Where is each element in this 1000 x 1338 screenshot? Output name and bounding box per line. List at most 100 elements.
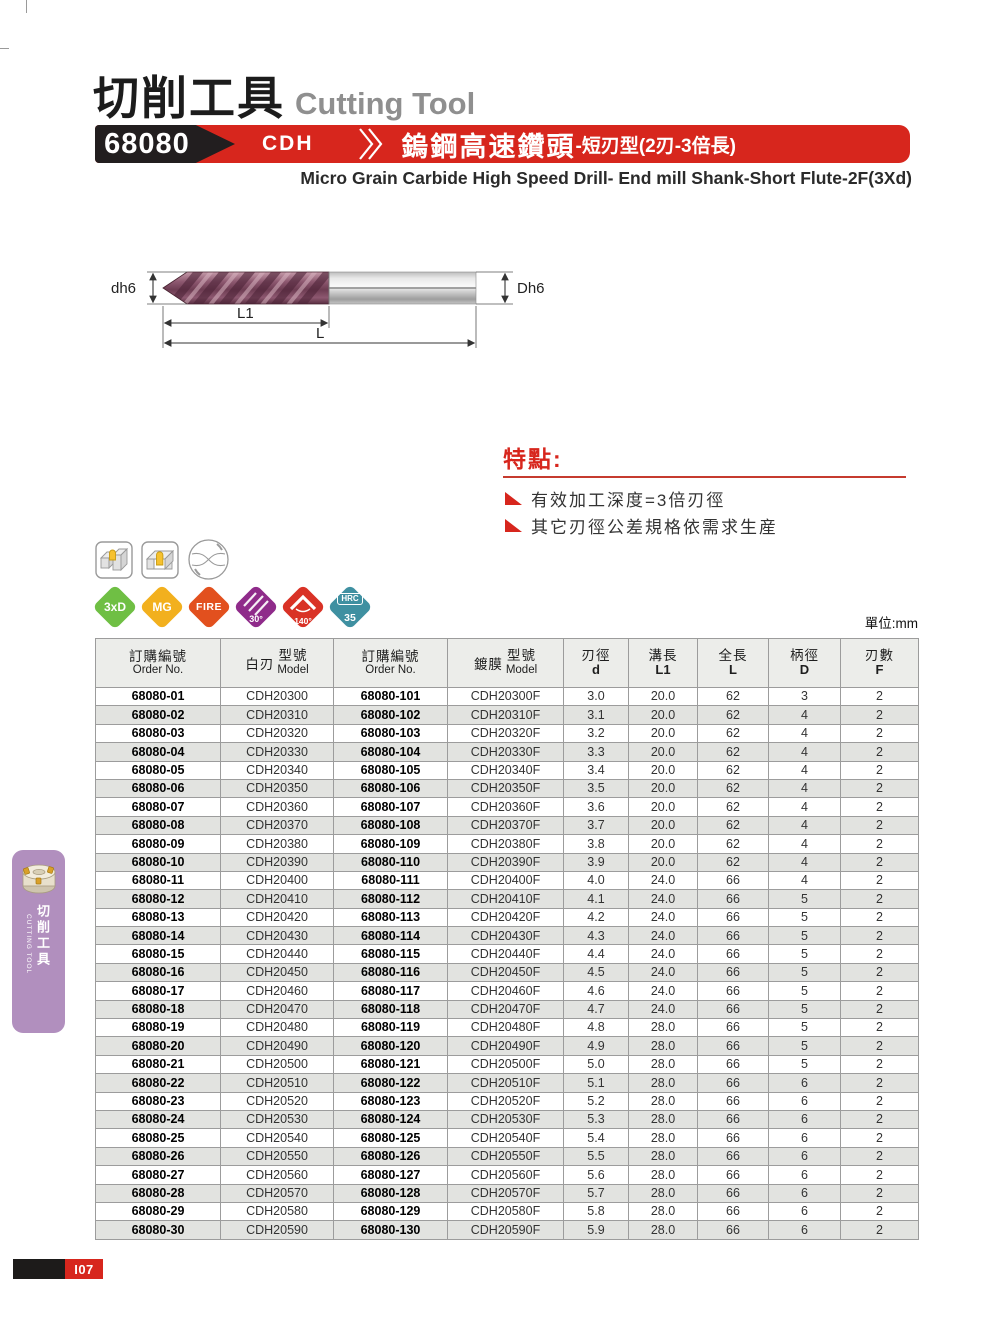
cell-order-no-coated: 68080-112 — [333, 889, 448, 909]
cell-l1: 24.0 — [628, 999, 698, 1020]
cell-l: 66 — [697, 1073, 769, 1093]
spec-table-body: 68080-01 CDH20300 68080-101 CDH20300F 3.0 20.… — [95, 686, 919, 1240]
cell-model-plain: CDH20510 — [220, 1073, 334, 1093]
cell-order-no: 68080-02 — [95, 705, 221, 725]
cell-model-plain: CDH20540 — [220, 1128, 334, 1148]
table-row: 68080-23 CDH20520 68080-123 CDH20520F 5.2 28.… — [95, 1091, 919, 1111]
table-row: 68080-25 CDH20540 68080-125 CDH20540F 5.4 28.… — [95, 1128, 919, 1148]
cell-flutes: 2 — [840, 1183, 919, 1203]
cell-order-no: 68080-07 — [95, 797, 221, 817]
cell-l1: 28.0 — [628, 1109, 698, 1130]
table-row: 68080-01 CDH20300 68080-101 CDH20300F 3.0 20.… — [95, 686, 919, 707]
cell-l1: 20.0 — [628, 723, 698, 744]
table-row: 68080-03 CDH20320 68080-103 CDH20320F 3.2 20.… — [95, 723, 919, 744]
table-row: 68080-20 CDH20490 68080-120 CDH20490F 4.9 28.… — [95, 1036, 919, 1056]
table-row: 68080-24 CDH20530 68080-124 CDH20530F 5.3 28.… — [95, 1109, 919, 1130]
cell-l1: 28.0 — [628, 1036, 698, 1056]
col-header-l1: 溝長 L1 — [628, 638, 698, 688]
cell-model-coated: CDH20550F — [447, 1146, 564, 1167]
cell-model-coated: CDH20420F — [447, 907, 564, 928]
cell-flutes: 2 — [840, 926, 919, 946]
banner-title-zh: 鎢鋼高速鑽頭 — [401, 131, 576, 162]
cell-flutes: 2 — [840, 1054, 919, 1075]
badge-label: HRC — [327, 593, 373, 605]
cell-d: 3.4 — [563, 760, 629, 780]
cell-model-coated: CDH20580F — [447, 1201, 564, 1222]
cell-l1: 28.0 — [628, 1220, 698, 1240]
cell-model-coated: CDH20360F — [447, 797, 564, 817]
cell-l: 62 — [697, 852, 769, 872]
point-angle-icon — [289, 594, 317, 613]
cell-l1: 24.0 — [628, 907, 698, 928]
cell-d: 4.4 — [563, 944, 629, 964]
cell-shank-d: 5 — [768, 1054, 841, 1075]
cell-model-plain: CDH20530 — [220, 1109, 334, 1130]
cell-model-coated: CDH20410F — [447, 889, 564, 909]
cell-l: 66 — [697, 1128, 769, 1148]
cell-l: 66 — [697, 1220, 769, 1240]
cell-model-plain: CDH20430 — [220, 926, 334, 946]
badge-sublabel: 35 — [344, 611, 356, 624]
cell-order-no: 68080-04 — [95, 742, 221, 762]
table-row: 68080-30 CDH20590 68080-130 CDH20590F 5.9 28.… — [95, 1220, 919, 1240]
cell-l: 62 — [697, 723, 769, 744]
cell-shank-d: 4 — [768, 834, 841, 854]
table-row: 68080-14 CDH20430 68080-114 CDH20430F 4.3 24.… — [95, 926, 919, 946]
cell-flutes: 2 — [840, 1036, 919, 1056]
page-number-badge: I07 — [65, 1259, 103, 1279]
cell-d: 5.9 — [563, 1220, 629, 1240]
cell-flutes: 2 — [840, 705, 919, 725]
badge-helix-30: 30° — [233, 584, 279, 630]
cell-l1: 20.0 — [628, 797, 698, 817]
feature-text: 有效加工深度=3倍刃徑 — [531, 491, 726, 510]
cell-model-coated: CDH20300F — [447, 686, 564, 707]
cell-model-plain: CDH20390 — [220, 852, 334, 872]
cell-order-no: 68080-26 — [95, 1146, 221, 1167]
page-title-zh: 切削工具 — [93, 72, 285, 124]
cell-l1: 20.0 — [628, 834, 698, 854]
cell-d: 5.7 — [563, 1183, 629, 1203]
page-number: I07 — [74, 1261, 94, 1277]
cell-flutes: 2 — [840, 999, 919, 1020]
cell-order-no-coated: 68080-111 — [333, 870, 448, 891]
cell-shank-d: 6 — [768, 1091, 841, 1111]
features-rule — [503, 476, 906, 478]
cell-order-no-coated: 68080-121 — [333, 1054, 448, 1075]
table-row: 68080-22 CDH20510 68080-122 CDH20510F 5.1 28.… — [95, 1073, 919, 1093]
cell-flutes: 2 — [840, 870, 919, 891]
cell-order-no-coated: 68080-109 — [333, 834, 448, 854]
badge-label: 3xD — [103, 600, 126, 614]
cell-order-no: 68080-21 — [95, 1054, 221, 1075]
cell-order-no: 68080-27 — [95, 1165, 221, 1185]
table-row: 68080-11 CDH20400 68080-111 CDH20400F 4.0 24.… — [95, 870, 919, 891]
cell-shank-d: 5 — [768, 926, 841, 946]
cell-l: 66 — [697, 870, 769, 891]
col-header-order-no: 訂購編號 Order No. — [95, 638, 221, 688]
cell-model-plain: CDH20460 — [220, 981, 334, 1001]
cell-model-plain: CDH20440 — [220, 944, 334, 964]
footer-bar — [13, 1259, 65, 1279]
badge-mg: MG — [139, 584, 185, 630]
sidebar-tab-cutting-tool: CUTTING TOOL 切削工具 — [12, 850, 65, 1033]
cell-shank-d: 4 — [768, 797, 841, 817]
dim-label-L: L — [316, 325, 324, 342]
cell-l: 62 — [697, 778, 769, 799]
cell-shank-d: 4 — [768, 778, 841, 799]
cell-l: 66 — [697, 944, 769, 964]
cell-l1: 20.0 — [628, 760, 698, 780]
cell-l: 62 — [697, 815, 769, 836]
cell-l: 66 — [697, 1091, 769, 1111]
cell-order-no-coated: 68080-119 — [333, 1018, 448, 1038]
cell-shank-d: 3 — [768, 686, 841, 707]
cell-shank-d: 5 — [768, 1018, 841, 1038]
cell-shank-d: 6 — [768, 1183, 841, 1203]
cell-model-coated: CDH20490F — [447, 1036, 564, 1056]
crop-mark — [0, 48, 9, 49]
cell-model-plain: CDH20560 — [220, 1165, 334, 1185]
cell-d: 3.1 — [563, 705, 629, 725]
cell-order-no: 68080-25 — [95, 1128, 221, 1148]
cell-model-coated: CDH20500F — [447, 1054, 564, 1075]
cell-model-plain: CDH20470 — [220, 999, 334, 1020]
dim-label-dh6: dh6 — [111, 280, 136, 297]
table-row: 68080-18 CDH20470 68080-118 CDH20470F 4.7 24.… — [95, 999, 919, 1020]
